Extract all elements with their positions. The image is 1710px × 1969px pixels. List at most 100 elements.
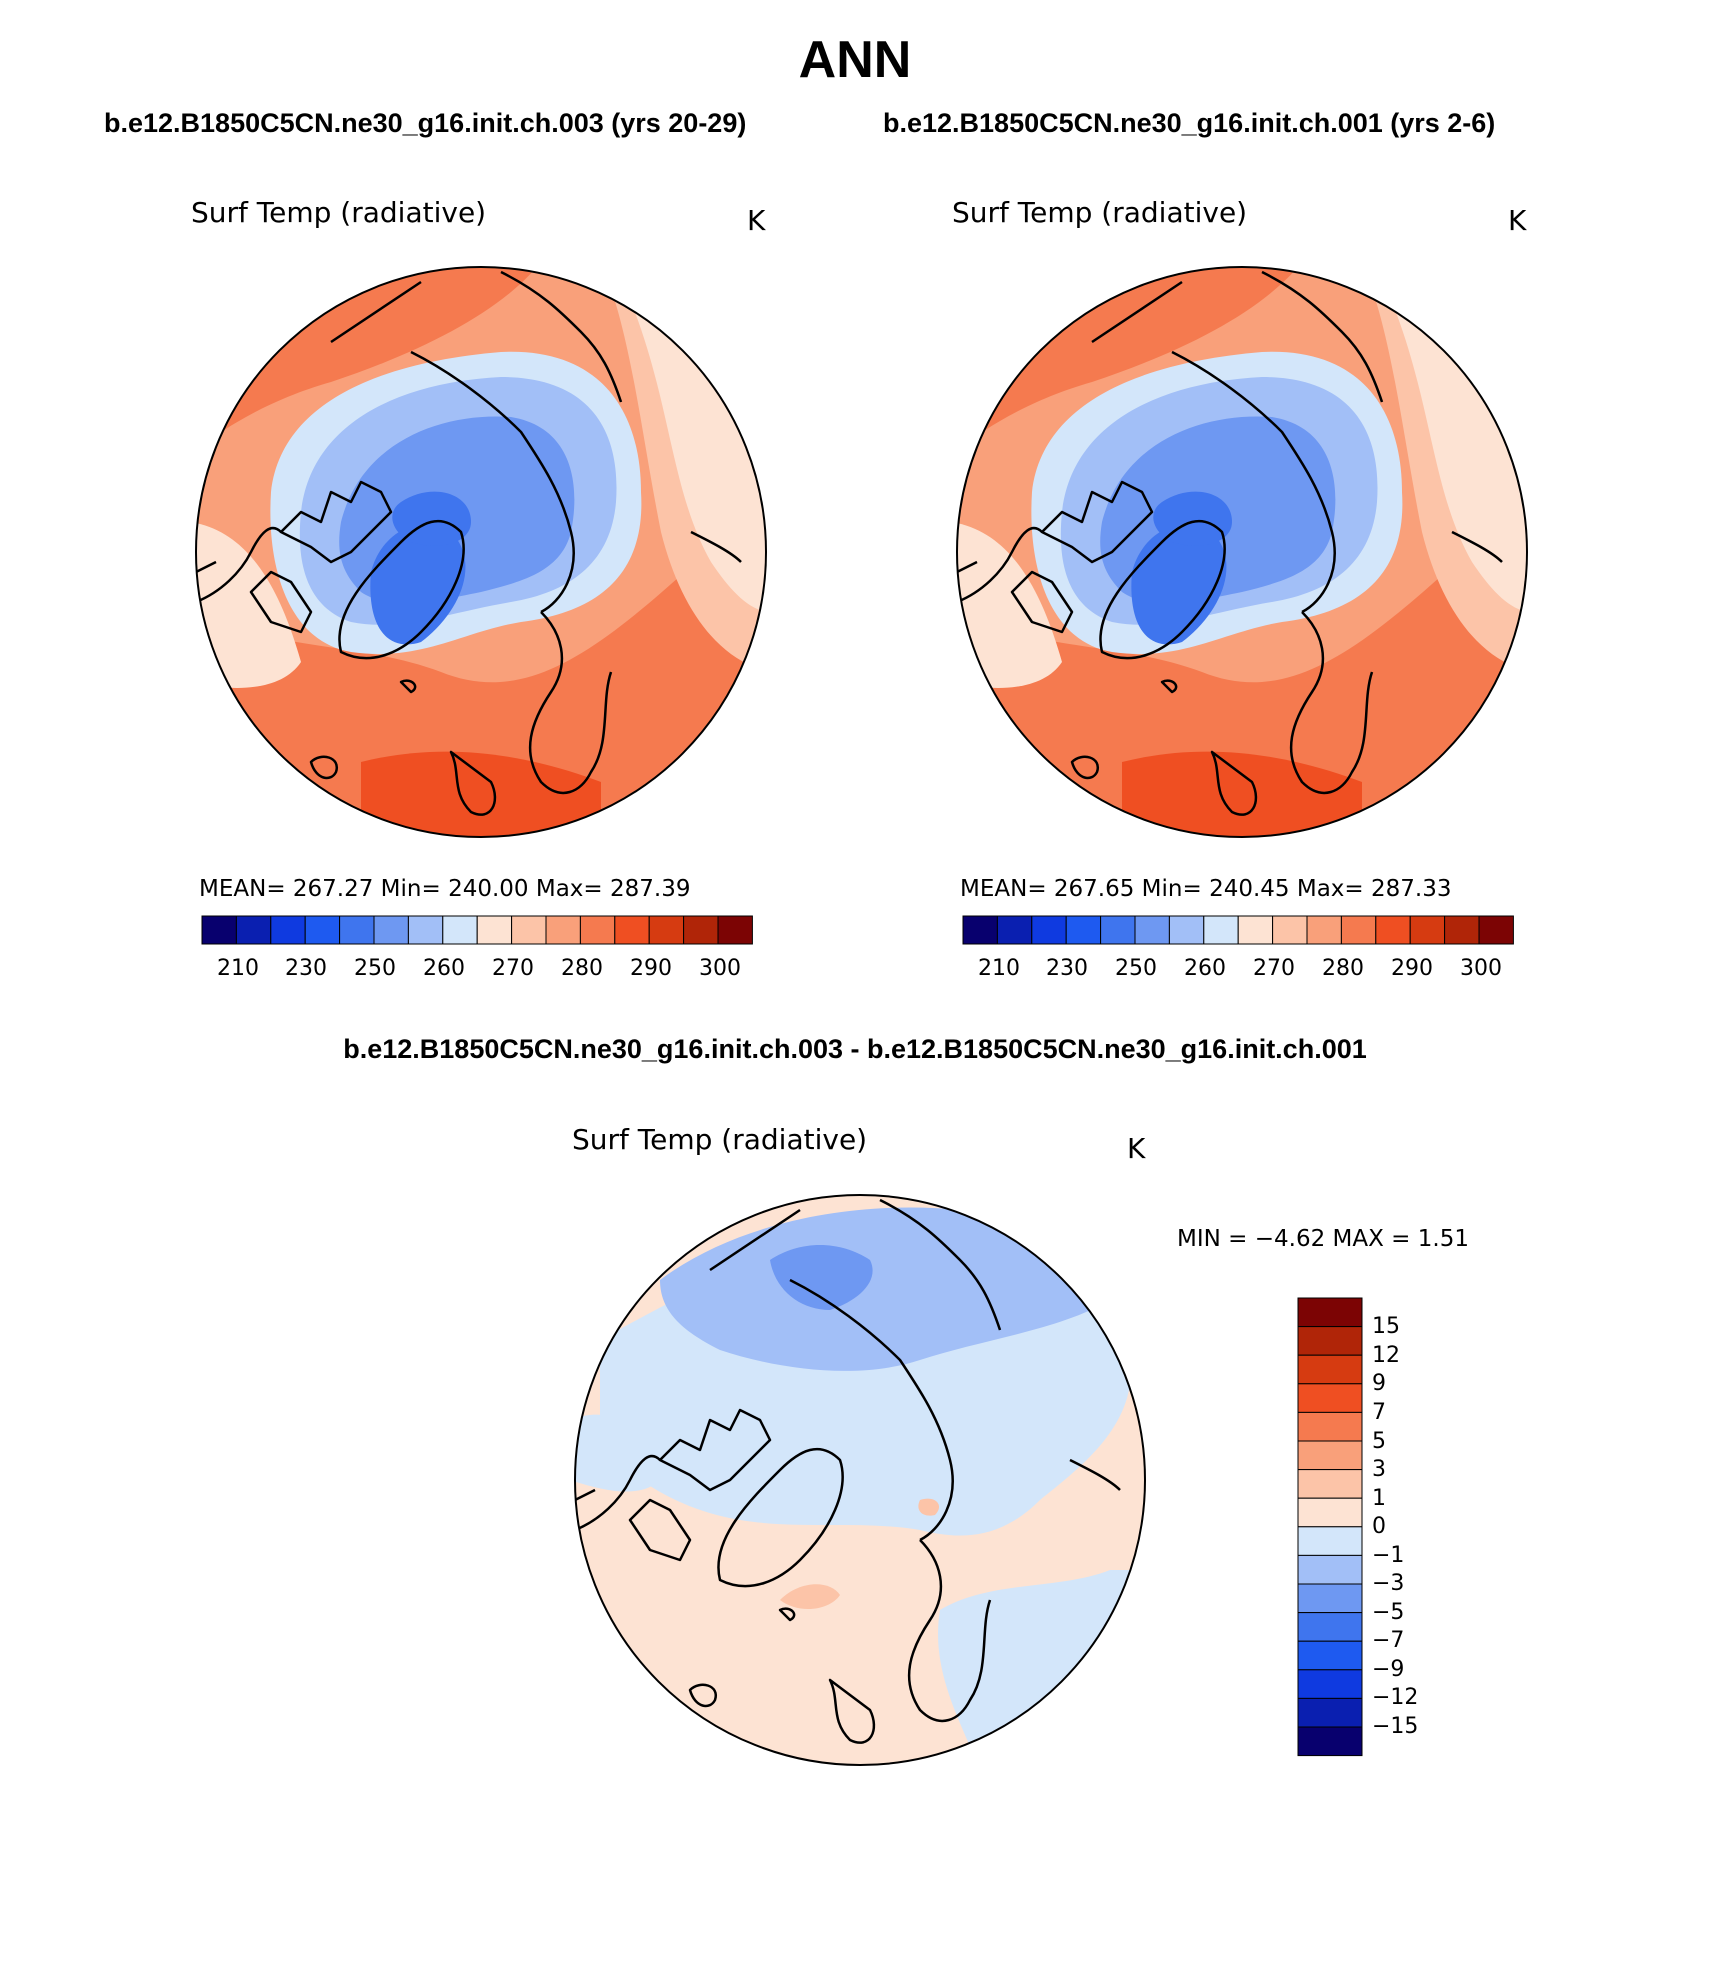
cb2-tick: 250 bbox=[1115, 956, 1157, 981]
colorbar-swatch bbox=[1272, 915, 1308, 945]
colorbar-swatch bbox=[1297, 1697, 1363, 1728]
colorbar-swatch bbox=[270, 915, 306, 945]
cb3-tick: −1 bbox=[1372, 1543, 1405, 1568]
figure-title: ANN bbox=[798, 31, 912, 89]
left-case-title: b.e12.B1850C5CN.ne30_g16.init.ch.003 (yr… bbox=[104, 108, 747, 138]
colorbar-swatch bbox=[996, 915, 1033, 945]
colorbar-swatch bbox=[1375, 915, 1411, 945]
colorbar-swatch bbox=[683, 915, 719, 945]
right-case-title: b.e12.B1850C5CN.ne30_g16.init.ch.001 (yr… bbox=[883, 108, 1496, 138]
colorbar-swatch bbox=[407, 915, 444, 945]
colorbar-swatch bbox=[1297, 1526, 1363, 1556]
colorbar-swatch bbox=[1297, 1326, 1363, 1356]
cb3-tick: 1 bbox=[1372, 1486, 1386, 1511]
colorbar-swatch bbox=[1444, 915, 1480, 945]
panel1-map bbox=[196, 267, 766, 837]
colorbar-swatch bbox=[201, 915, 237, 945]
panel1-colorbar bbox=[201, 915, 753, 945]
cb3-tick: −9 bbox=[1372, 1657, 1405, 1682]
colorbar-swatch bbox=[1297, 1411, 1363, 1442]
colorbar-swatch bbox=[304, 915, 341, 945]
colorbar-swatch bbox=[1297, 1440, 1363, 1471]
cb2-tick: 260 bbox=[1184, 956, 1226, 981]
cb2-tick: 300 bbox=[1460, 956, 1502, 981]
colorbar-swatch bbox=[614, 915, 650, 945]
cb3-tick: 7 bbox=[1372, 1400, 1386, 1425]
colorbar-swatch bbox=[1297, 1469, 1363, 1499]
colorbar-swatch bbox=[1306, 915, 1342, 945]
colorbar-swatch bbox=[1297, 1297, 1363, 1328]
colorbar-swatch bbox=[511, 915, 547, 945]
colorbar-swatch bbox=[1297, 1612, 1363, 1642]
panel3-stats: MIN = −4.62 MAX = 1.51 bbox=[1177, 1226, 1469, 1252]
cb3-tick: −12 bbox=[1372, 1685, 1419, 1710]
cb3-tick: −3 bbox=[1372, 1571, 1405, 1596]
cb3-tick: −5 bbox=[1372, 1600, 1405, 1625]
cb2-tick: 280 bbox=[1322, 956, 1364, 981]
cb3-tick: 0 bbox=[1372, 1514, 1386, 1539]
cb1-tick: 210 bbox=[217, 956, 259, 981]
panel2-stats: MEAN= 267.65 Min= 240.45 Max= 287.33 bbox=[960, 876, 1452, 902]
colorbar-swatch bbox=[1478, 915, 1514, 945]
colorbar-swatch bbox=[962, 915, 998, 945]
colorbar-swatch bbox=[1297, 1583, 1363, 1614]
cb3-tick: −7 bbox=[1372, 1628, 1405, 1653]
panel1-variable-label: Surf Temp (radiative) bbox=[191, 196, 487, 229]
colorbar-swatch bbox=[717, 915, 753, 945]
colorbar-swatch bbox=[1297, 1383, 1363, 1413]
cb1-tick: 270 bbox=[492, 956, 534, 981]
colorbar-swatch bbox=[442, 915, 478, 945]
cb3-tick: 3 bbox=[1372, 1457, 1386, 1482]
colorbar-swatch bbox=[1409, 915, 1446, 945]
colorbar-swatch bbox=[1340, 915, 1377, 945]
cb2-tick: 210 bbox=[978, 956, 1020, 981]
cb3-tick: 9 bbox=[1372, 1371, 1386, 1396]
panel3-map-border bbox=[574, 1194, 1146, 1766]
cb1-tick: 250 bbox=[354, 956, 396, 981]
cb2-tick: 270 bbox=[1253, 956, 1295, 981]
cb1-tick: 230 bbox=[285, 956, 327, 981]
colorbar-swatch bbox=[1100, 915, 1136, 945]
colorbar-swatch bbox=[1237, 915, 1274, 945]
colorbar-swatch bbox=[1065, 915, 1102, 945]
colorbar-swatch bbox=[1297, 1554, 1363, 1585]
colorbar-swatch bbox=[1297, 1726, 1363, 1757]
cb1-tick: 290 bbox=[630, 956, 672, 981]
colorbar-swatch bbox=[545, 915, 581, 945]
cb1-tick: 260 bbox=[423, 956, 465, 981]
colorbar-swatch bbox=[1203, 915, 1239, 945]
cb3-tick: 12 bbox=[1372, 1343, 1400, 1368]
colorbar-swatch bbox=[1297, 1497, 1363, 1528]
cb3-tick: 15 bbox=[1372, 1314, 1400, 1339]
colorbar-swatch bbox=[339, 915, 375, 945]
cb3-tick: −15 bbox=[1372, 1714, 1419, 1739]
colorbar-swatch bbox=[1168, 915, 1205, 945]
colorbar-swatch bbox=[579, 915, 616, 945]
colorbar-swatch bbox=[1297, 1640, 1363, 1671]
panel2-colorbar bbox=[962, 915, 1514, 945]
cb1-tick: 280 bbox=[561, 956, 603, 981]
panel1-stats: MEAN= 267.27 Min= 240.00 Max= 287.39 bbox=[199, 876, 691, 902]
panel3-units: K bbox=[1127, 1132, 1146, 1165]
cb2-tick: 230 bbox=[1046, 956, 1088, 981]
colorbar-swatch bbox=[1297, 1354, 1363, 1385]
colorbar-swatch bbox=[235, 915, 272, 945]
colorbar-swatch bbox=[476, 915, 513, 945]
panel2-variable-label: Surf Temp (radiative) bbox=[952, 196, 1248, 229]
colorbar-swatch bbox=[648, 915, 685, 945]
colorbar-swatch bbox=[373, 915, 409, 945]
colorbar-swatch bbox=[1134, 915, 1170, 945]
panel1-map-border bbox=[195, 266, 767, 838]
panel3-colorbar bbox=[1297, 1297, 1363, 1757]
panel2-units: K bbox=[1508, 204, 1527, 237]
panel2-map bbox=[957, 267, 1527, 837]
cb3-tick: 5 bbox=[1372, 1429, 1386, 1454]
difference-title: b.e12.B1850C5CN.ne30_g16.init.ch.003 - b… bbox=[343, 1034, 1367, 1064]
cb1-tick: 300 bbox=[699, 956, 741, 981]
colorbar-swatch bbox=[1031, 915, 1067, 945]
colorbar-swatch bbox=[1297, 1669, 1363, 1699]
cb2-tick: 290 bbox=[1391, 956, 1433, 981]
panel1-units: K bbox=[747, 204, 766, 237]
panel2-map-border bbox=[956, 266, 1528, 838]
